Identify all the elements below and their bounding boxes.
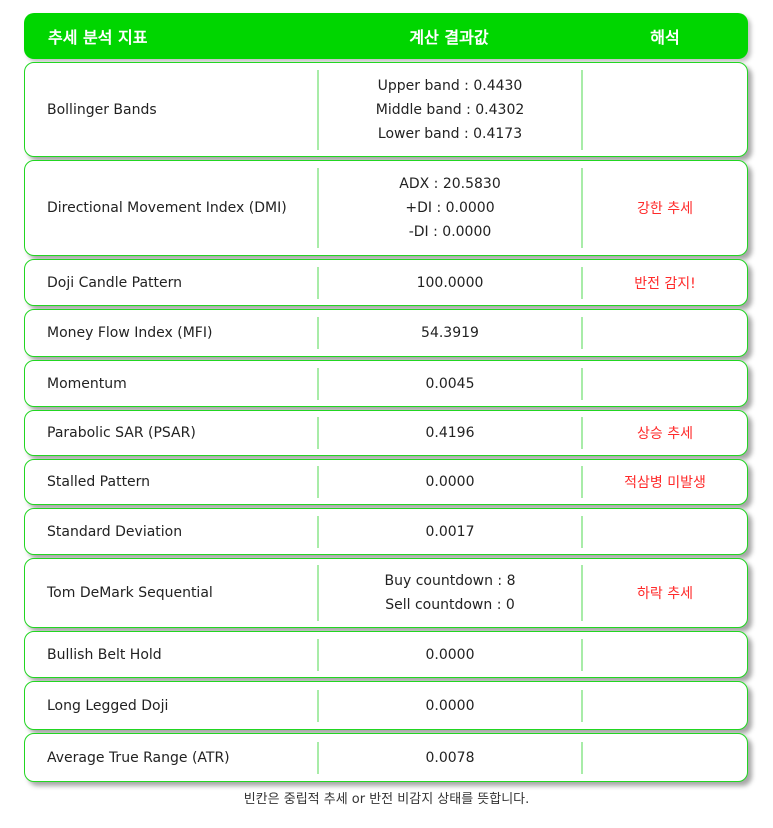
indicator-name: Bullish Belt Hold — [47, 646, 162, 663]
value-line: 0.0000 — [425, 474, 475, 490]
indicator-name: Momentum — [47, 375, 127, 392]
interpretation: 반전 감지! — [634, 275, 696, 292]
indicator-name: Money Flow Index (MFI) — [47, 325, 213, 341]
table-row: Directional Movement Index (DMI) ADX : 20… — [24, 160, 748, 256]
table-row: Momentum 0.0045 — [24, 360, 748, 407]
indicator-value: 100.0000 — [317, 266, 583, 299]
indicator-name: Doji Candle Pattern — [47, 274, 183, 291]
value-line: ADX : 20.5830 — [399, 176, 501, 192]
value-line: 0.0017 — [425, 523, 475, 540]
header-value: 계산 결과값 — [409, 28, 489, 47]
value-line: 0.0045 — [425, 375, 475, 392]
value-line: -DI : 0.0000 — [408, 224, 492, 240]
value-line: Middle band : 0.4302 — [375, 101, 525, 118]
indicator-value: 0.0045 — [317, 367, 583, 400]
indicator-name: Directional Movement Index (DMI) — [47, 200, 287, 216]
indicator-value: ADX : 20.5830 +DI : 0.0000 -DI : 0.0000 — [317, 168, 583, 248]
value-line: 0.0000 — [425, 646, 475, 663]
indicator-name: Stalled Pattern — [47, 474, 151, 490]
table-row: Standard Deviation 0.0017 — [24, 508, 748, 555]
indicator-value: 0.0017 — [317, 515, 583, 548]
table-row: Long Legged Doji 0.0000 — [24, 681, 748, 730]
value-line: +DI : 0.0000 — [405, 200, 495, 216]
value-line: Buy countdown : 8 — [384, 573, 516, 589]
value-line: 100.0000 — [416, 274, 484, 291]
indicator-value: 54.3919 — [317, 317, 583, 349]
indicator-name: Tom DeMark Sequential — [47, 585, 213, 601]
indicator-value: 0.0000 — [317, 466, 583, 498]
value-line: Sell countdown : 0 — [385, 597, 515, 613]
table-row: Tom DeMark Sequential Buy countdown : 8 Se… — [24, 558, 748, 628]
indicator-name: Long Legged Doji — [47, 697, 169, 714]
indicator-name: Parabolic SAR (PSAR) — [47, 425, 196, 441]
table-row: Doji Candle Pattern 100.0000 반전 감지! — [24, 259, 748, 306]
indicator-value: 0.0078 — [317, 741, 583, 774]
table-header: 추세 분석 지표 계산 결과값 해석 — [24, 13, 748, 59]
value-line: Upper band : 0.4430 — [377, 77, 523, 94]
value-line: 0.0078 — [425, 749, 475, 766]
indicator-value: 0.0000 — [317, 638, 583, 671]
interpretation: 적삼병 미발생 — [624, 475, 706, 491]
indicator-name: Bollinger Bands — [47, 101, 157, 118]
table-row: Average True Range (ATR) 0.0078 — [24, 733, 748, 782]
table-row: Bollinger Bands Upper band : 0.4430 Middle… — [24, 62, 748, 157]
interpretation: 상승 추세 — [637, 426, 693, 442]
value-line: 54.3919 — [421, 325, 479, 341]
indicator-value: Buy countdown : 8 Sell countdown : 0 — [317, 565, 583, 621]
indicator-table: 추세 분석 지표 계산 결과값 해석 Bollinger Bands Upper … — [24, 13, 748, 785]
table-row: Bullish Belt Hold 0.0000 — [24, 631, 748, 678]
header-interpretation: 해석 — [650, 28, 680, 47]
indicator-value: 0.4196 — [317, 417, 583, 449]
table-row: Stalled Pattern 0.0000 적삼병 미발생 — [24, 459, 748, 505]
table-row: Parabolic SAR (PSAR) 0.4196 상승 추세 — [24, 410, 748, 456]
indicator-name: Standard Deviation — [47, 523, 183, 540]
interpretation: 강한 추세 — [637, 201, 693, 217]
table-row: Money Flow Index (MFI) 54.3919 — [24, 309, 748, 357]
indicator-value: 0.0000 — [317, 689, 583, 722]
indicator-value: Upper band : 0.4430 Middle band : 0.4302 L… — [317, 69, 583, 150]
header-indicator: 추세 분석 지표 — [48, 28, 148, 47]
value-line: Lower band : 0.4173 — [377, 125, 523, 142]
value-line: 0.4196 — [425, 425, 475, 441]
indicator-name: Average True Range (ATR) — [47, 749, 230, 766]
footnote: 빈칸은 중립적 추세 or 반전 비감지 상태를 뜻합니다. — [243, 792, 530, 807]
interpretation: 하락 추세 — [637, 586, 693, 602]
value-line: 0.0000 — [425, 697, 475, 714]
